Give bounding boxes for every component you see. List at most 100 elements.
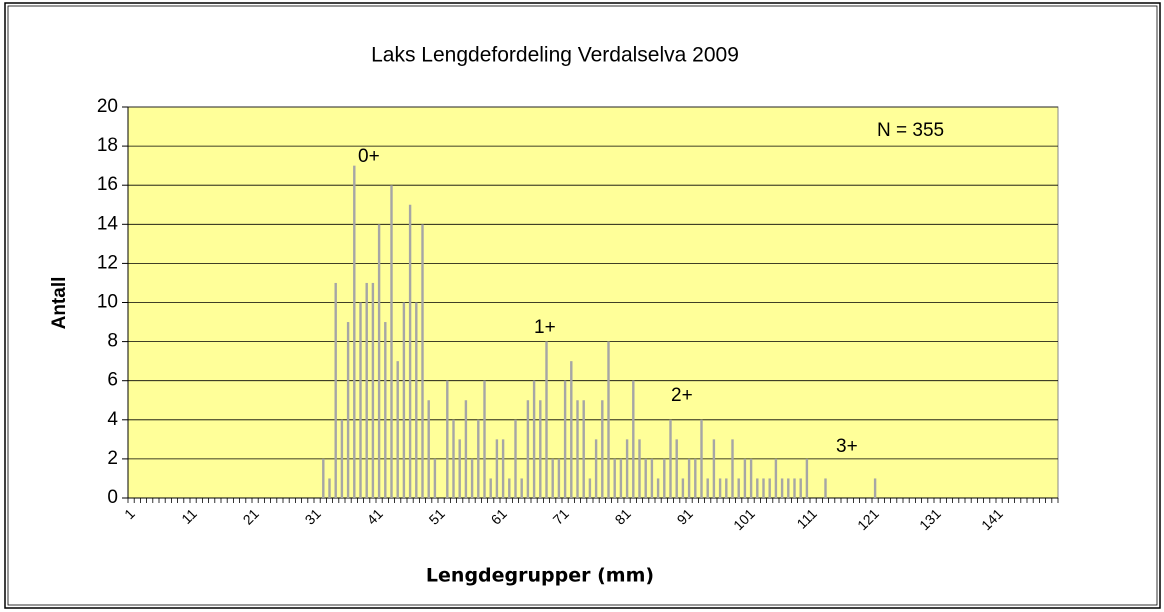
bar [353,165,356,498]
bar [408,204,412,498]
y-tick-label: 4 [107,409,118,430]
x-axis-title: Lengdegrupper (mm) [426,565,654,587]
bar [632,380,635,498]
bar [749,458,753,498]
bar [731,439,734,498]
y-tick-label: 20 [97,96,118,117]
bar [539,400,542,498]
bar [594,439,598,498]
bar [532,380,536,498]
bar [576,400,579,498]
bar [495,439,499,498]
bar [743,458,747,498]
bar [563,380,567,498]
bar [656,478,660,498]
bar [396,361,399,498]
y-tick-label: 8 [107,331,118,352]
y-tick-label: 14 [97,213,119,234]
bar [501,439,505,498]
y-tick-label: 16 [97,174,118,195]
y-tick-label: 6 [107,370,118,391]
bar [551,458,554,498]
frame-inner [7,5,1158,606]
bar [508,478,511,498]
bar [477,419,480,498]
bar [402,302,406,498]
bar [681,478,685,498]
bar [737,478,740,498]
bar [570,361,573,498]
bar [390,185,393,498]
y-tick-label: 0 [107,487,118,508]
bar [694,458,697,498]
y-axis-title: Antall [49,277,70,330]
bar [619,458,623,498]
bar [458,439,461,498]
annotation: N = 355 [877,120,944,141]
bar [613,458,616,498]
bar [625,439,629,498]
bar [638,439,641,498]
bar [346,322,350,498]
bar [607,341,610,498]
bar [799,478,802,498]
bar [756,478,759,498]
bar [793,478,796,498]
bar [787,478,790,498]
bar [712,439,716,498]
bar [365,282,368,498]
bar [371,282,375,498]
bar [470,458,474,498]
bar [520,478,523,498]
bar [421,224,424,499]
bar [526,400,530,498]
bar [384,322,387,498]
bar [644,458,647,498]
bar [377,224,381,499]
bar [700,419,703,498]
chart-title: Laks Lengdefordeling Verdalselva 2009 [371,44,739,67]
bar [687,458,691,498]
bar [433,458,437,498]
bar [322,458,325,498]
bar [514,419,517,498]
bar [718,478,722,498]
annotation: 3+ [836,436,858,457]
bar [582,400,585,498]
bar [601,400,604,498]
bar [446,380,449,498]
bar [824,478,827,498]
bar [427,400,430,498]
y-tick-label: 2 [107,448,118,469]
bar [706,478,709,498]
annotation: 1+ [534,317,556,338]
bar [464,400,468,498]
bar [780,478,784,498]
bar [725,478,728,498]
bar [545,341,548,498]
bar [768,478,771,498]
bar [650,458,654,498]
bar [489,478,492,498]
bar [415,302,418,498]
bar [588,478,592,498]
bar [675,439,678,498]
bar [805,458,809,498]
bar [359,302,362,498]
bar [669,419,672,498]
y-tick-label: 10 [97,292,118,313]
bar [774,458,778,498]
bar [340,419,344,498]
annotation: 0+ [358,146,380,167]
bar [873,478,877,498]
bar [452,419,455,498]
bar [762,478,765,498]
annotation: 2+ [671,385,693,406]
bar [663,458,666,498]
y-tick-label: 18 [97,135,118,156]
bar [328,478,331,498]
bar [557,458,561,498]
bar [334,282,337,498]
